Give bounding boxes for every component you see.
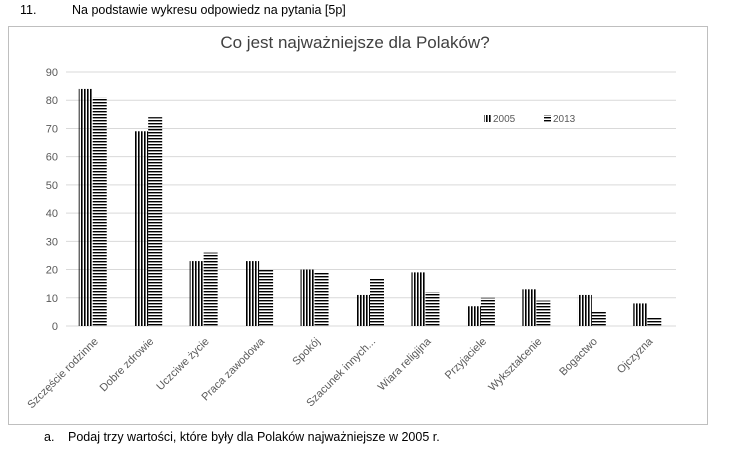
legend-label-2005: 2005 xyxy=(493,114,516,125)
bar-2013-1 xyxy=(92,97,107,327)
bar-2013-3 xyxy=(203,252,218,326)
subquestion: a. Podaj trzy wartości, które były dla Po… xyxy=(44,430,440,444)
y-tick-label: 70 xyxy=(46,123,58,135)
task-header: 11. Na podstawie wykresu odpowiedz na pyt… xyxy=(8,3,346,17)
x-tick-label: Wykształcenie xyxy=(486,336,544,394)
y-tick-label: 60 xyxy=(46,152,58,164)
bar-2005-2 xyxy=(134,131,149,326)
bar-2005-9 xyxy=(522,289,537,326)
bar-2005-4 xyxy=(245,261,260,326)
y-tick-label: 0 xyxy=(52,321,58,333)
bar-2013-2 xyxy=(148,117,163,327)
bar-2005-3 xyxy=(189,261,204,326)
x-tick-label: Wiara religijna xyxy=(376,335,434,393)
x-tick-label: Przyjaciele xyxy=(443,336,489,382)
bar-2005-1 xyxy=(78,88,93,326)
bar-2013-8 xyxy=(480,297,495,326)
x-tick-label: Spokój xyxy=(290,336,322,368)
bars xyxy=(78,88,662,327)
x-tick-label: Ojczyzna xyxy=(615,335,656,376)
y-axis-ticks: 0 10 20 30 40 50 60 70 80 90 xyxy=(46,67,58,333)
legend-swatch-2005 xyxy=(484,115,491,122)
bar-2013-10 xyxy=(591,311,606,326)
subquestion-text: Podaj trzy wartości, które były dla Pola… xyxy=(68,430,440,444)
bar-2013-9 xyxy=(536,300,551,326)
x-tick-label: Szczęście rodzinne xyxy=(25,336,101,412)
x-tick-label: Uczciwe życie xyxy=(154,336,211,393)
bar-2013-4 xyxy=(259,269,274,326)
legend-label-2013: 2013 xyxy=(553,114,576,125)
bar-2005-11 xyxy=(633,303,648,326)
bar-2005-7 xyxy=(411,272,426,326)
y-tick-label: 80 xyxy=(46,95,58,107)
legend: 2005 2013 xyxy=(484,114,576,125)
bar-2005-10 xyxy=(577,294,592,326)
y-tick-label: 40 xyxy=(46,208,58,220)
bar-2013-6 xyxy=(370,278,384,326)
task-text: Na podstawie wykresu odpowiedz na pytani… xyxy=(72,3,346,17)
y-tick-label: 20 xyxy=(46,265,58,277)
bar-2013-7 xyxy=(425,292,440,326)
y-tick-label: 30 xyxy=(46,236,58,248)
y-tick-label: 10 xyxy=(46,293,58,305)
chart-title: Co jest najważniejsze dla Polaków? xyxy=(220,33,489,52)
x-tick-label: Bogactwo xyxy=(557,336,600,379)
bar-2005-5 xyxy=(300,269,315,326)
legend-swatch-2013 xyxy=(544,115,551,122)
bar-2013-11 xyxy=(647,317,662,326)
subquestion-letter: a. xyxy=(44,430,55,444)
bar-2005-8 xyxy=(466,306,481,326)
bar-2013-5 xyxy=(314,272,329,326)
y-tick-label: 90 xyxy=(46,67,58,79)
y-tick-label: 50 xyxy=(46,180,58,192)
chart-frame xyxy=(8,26,708,425)
x-tick-label: Dobre zdrowie xyxy=(98,336,157,395)
bar-2005-6 xyxy=(356,294,370,326)
task-number: 11. xyxy=(20,3,37,17)
